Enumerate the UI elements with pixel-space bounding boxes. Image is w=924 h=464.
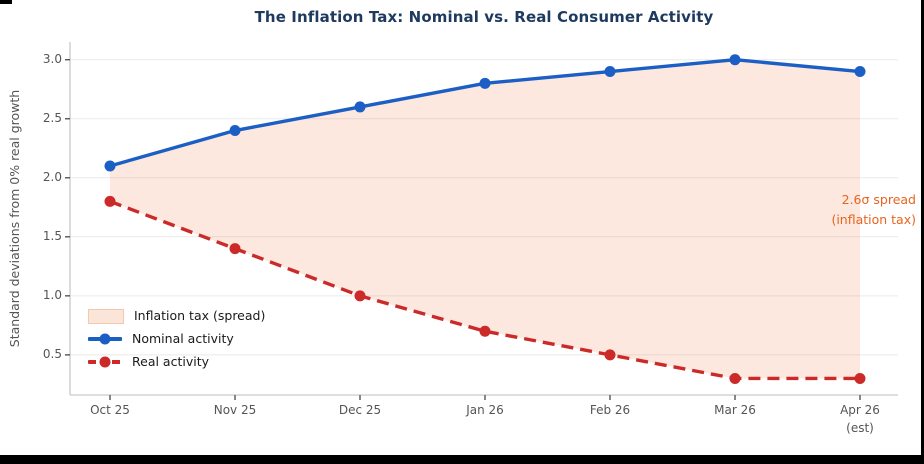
data-point-marker — [854, 372, 866, 384]
legend-item-nominal-activity: Nominal activity — [88, 330, 265, 348]
data-point-marker — [479, 77, 491, 89]
legend-item-label: Real activity — [132, 354, 209, 369]
legend-item-label: Nominal activity — [132, 331, 234, 346]
y-tick-label: 2.5 — [42, 110, 62, 125]
data-point-marker — [479, 325, 491, 337]
x-tick-label: Nov 25 — [213, 403, 257, 417]
legend-item-inflation-tax: Inflation tax (spread) — [88, 307, 265, 325]
data-point-marker — [104, 160, 116, 172]
legend: Inflation tax (spread) Nominal activity … — [88, 307, 265, 371]
screenshot-corner-mark — [0, 0, 12, 4]
x-tick-note: (est) — [846, 421, 874, 435]
x-tick-label: Mar 26 — [714, 403, 756, 417]
y-tick-label: 1.0 — [42, 287, 62, 302]
y-tick-label: 0.5 — [42, 346, 62, 361]
data-point-marker — [729, 372, 741, 384]
screenshot-bottom-border — [0, 455, 924, 464]
inflation-tax-area — [110, 59, 860, 379]
x-tick-label: Feb 26 — [589, 403, 631, 417]
data-point-marker — [854, 66, 866, 78]
spread-annotation-line2: (inflation tax) — [831, 212, 916, 227]
y-tick-label: 2.0 — [42, 169, 62, 184]
legend-dashed-line-icon — [88, 356, 122, 369]
spread-annotation-line1: 2.6σ spread — [841, 192, 916, 207]
x-tick-label: Oct 25 — [90, 403, 130, 417]
x-tick-label: Jan 26 — [466, 403, 504, 417]
data-point-marker — [104, 195, 116, 207]
x-tick-label: Apr 26 — [840, 403, 880, 417]
data-point-marker — [354, 290, 366, 302]
x-tick-label: Dec 25 — [338, 403, 382, 417]
data-point-marker — [229, 125, 241, 137]
y-tick-label: 3.0 — [42, 51, 62, 66]
spread-annotation: 2.6σ spread (inflation tax) — [831, 190, 916, 230]
chart-title: The Inflation Tax: Nominal vs. Real Cons… — [254, 8, 714, 26]
data-point-marker — [229, 243, 241, 255]
data-point-marker — [604, 349, 616, 361]
legend-area-swatch-icon — [88, 308, 124, 324]
data-point-marker — [729, 54, 741, 66]
y-tick-label: 1.5 — [42, 228, 62, 243]
data-point-marker — [604, 66, 616, 78]
legend-solid-line-icon — [88, 333, 122, 346]
legend-item-real-activity: Real activity — [88, 353, 265, 371]
legend-item-label: Inflation tax (spread) — [134, 308, 266, 323]
screenshot-right-border — [921, 0, 924, 464]
data-point-marker — [354, 101, 366, 113]
